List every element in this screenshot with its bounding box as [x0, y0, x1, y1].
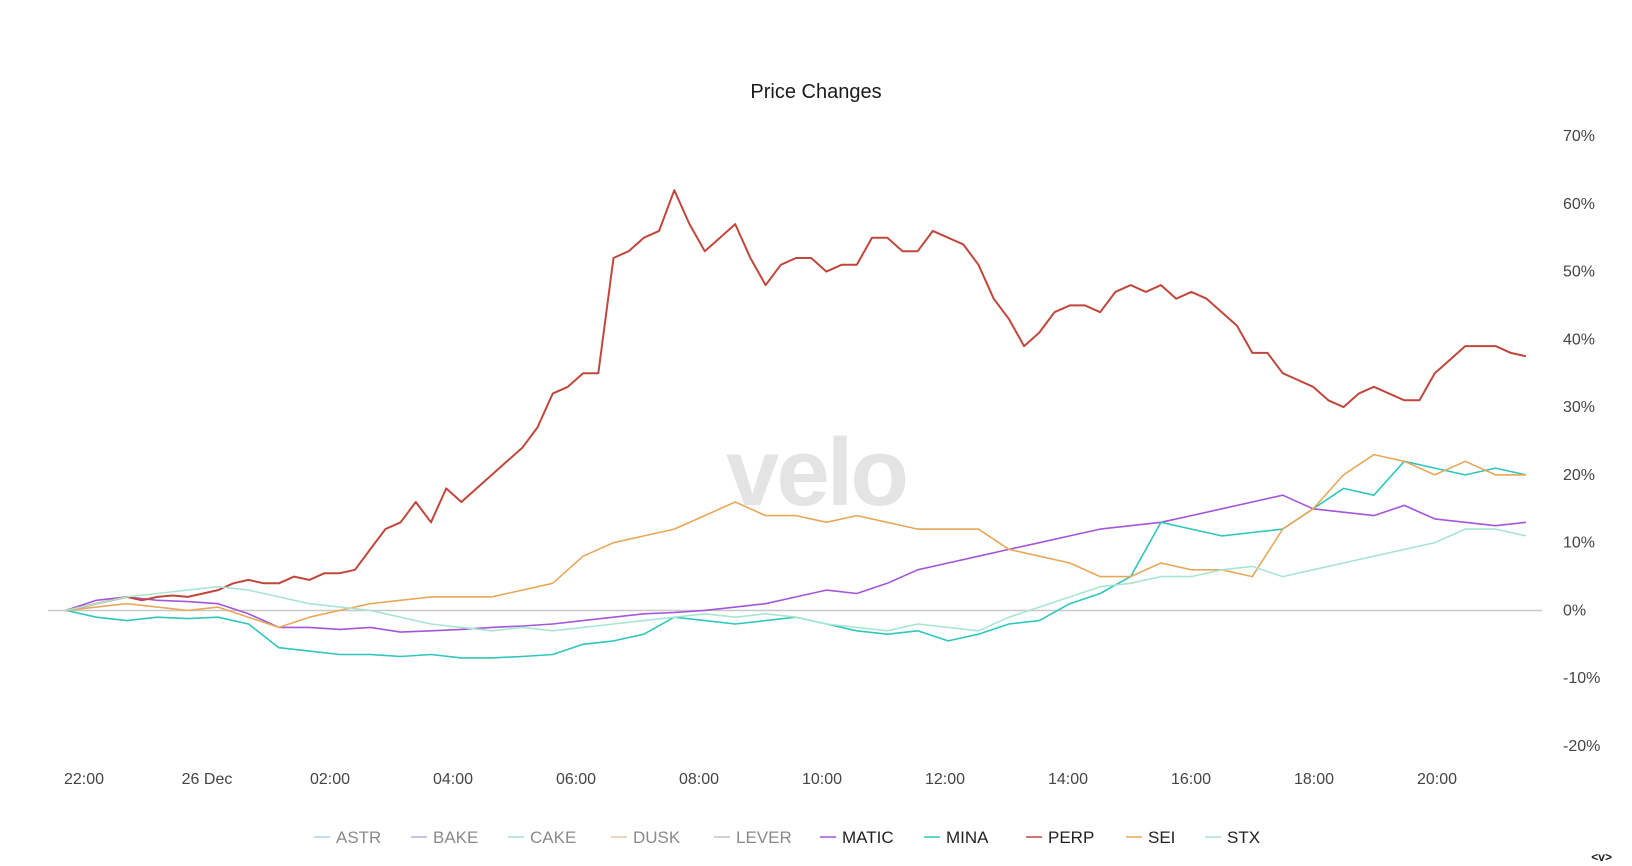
x-tick-label: 08:00	[679, 771, 719, 788]
series-line-stx	[65, 528, 1527, 632]
chart-title: Price Changes	[750, 81, 881, 103]
y-tick-label: -10%	[1563, 670, 1600, 687]
legend-item-lever[interactable]: LEVER	[714, 828, 792, 847]
y-tick-label: 0%	[1563, 602, 1586, 619]
x-axis-ticks: 22:00 26 Dec 02:00 04:00 06:00 08:00 10:00 12:0…	[64, 771, 1457, 788]
legend-label: CAKE	[530, 828, 576, 847]
legend-label: MINA	[946, 828, 989, 847]
legend-item-perp[interactable]: PERP	[1026, 828, 1094, 847]
x-tick-label: 04:00	[433, 771, 473, 788]
legend-label: ASTR	[336, 828, 381, 847]
legend-item-mina[interactable]: MINA	[924, 828, 989, 847]
legend-label: DUSK	[633, 828, 681, 847]
y-tick-label: -20%	[1563, 738, 1600, 755]
y-tick-label: 20%	[1563, 467, 1595, 484]
y-tick-label: 60%	[1563, 196, 1595, 213]
legend-label: SEI	[1148, 828, 1175, 847]
series-line-matic	[65, 494, 1527, 633]
x-tick-label: 06:00	[556, 771, 596, 788]
y-tick-label: 10%	[1563, 535, 1595, 552]
x-tick-label: 16:00	[1171, 771, 1211, 788]
legend-item-sei[interactable]: SEI	[1126, 828, 1175, 847]
x-tick-label: 26 Dec	[182, 771, 233, 788]
legend-item-dusk[interactable]: DUSK	[611, 828, 681, 847]
series-line-perp	[65, 189, 1527, 612]
y-axis-ticks: 70% 60% 50% 40% 30% 20% 10% 0% -10% -20%	[1563, 128, 1600, 755]
y-tick-label: 30%	[1563, 399, 1595, 416]
legend-item-matic[interactable]: MATIC	[820, 828, 894, 847]
x-tick-label: 18:00	[1294, 771, 1334, 788]
chart-legend: ASTR BAKE CAKE DUSK LEVER MATIC MINA PERP SEI STX	[314, 828, 1260, 847]
y-tick-label: 70%	[1563, 128, 1595, 145]
legend-item-cake[interactable]: CAKE	[508, 828, 576, 847]
x-tick-label: 14:00	[1048, 771, 1088, 788]
y-tick-label: 50%	[1563, 264, 1595, 281]
x-tick-label: 02:00	[310, 771, 350, 788]
x-tick-label: 12:00	[925, 771, 965, 788]
legend-item-astr[interactable]: ASTR	[314, 828, 381, 847]
velo-watermark: velo	[726, 419, 906, 526]
legend-label: MATIC	[842, 828, 894, 847]
series-line-sei	[65, 453, 1526, 629]
legend-item-stx[interactable]: STX	[1205, 828, 1260, 847]
legend-item-bake[interactable]: BAKE	[411, 828, 478, 847]
series-lines	[65, 189, 1527, 659]
legend-label: PERP	[1048, 828, 1094, 847]
legend-label: STX	[1227, 828, 1260, 847]
x-tick-label: 20:00	[1417, 771, 1457, 788]
legend-label: BAKE	[433, 828, 478, 847]
collapse-toggle[interactable]: <v>	[1591, 850, 1612, 864]
x-tick-label: 10:00	[802, 771, 842, 788]
x-tick-label: 22:00	[64, 771, 104, 788]
y-tick-label: 40%	[1563, 331, 1595, 348]
legend-label: LEVER	[736, 828, 792, 847]
